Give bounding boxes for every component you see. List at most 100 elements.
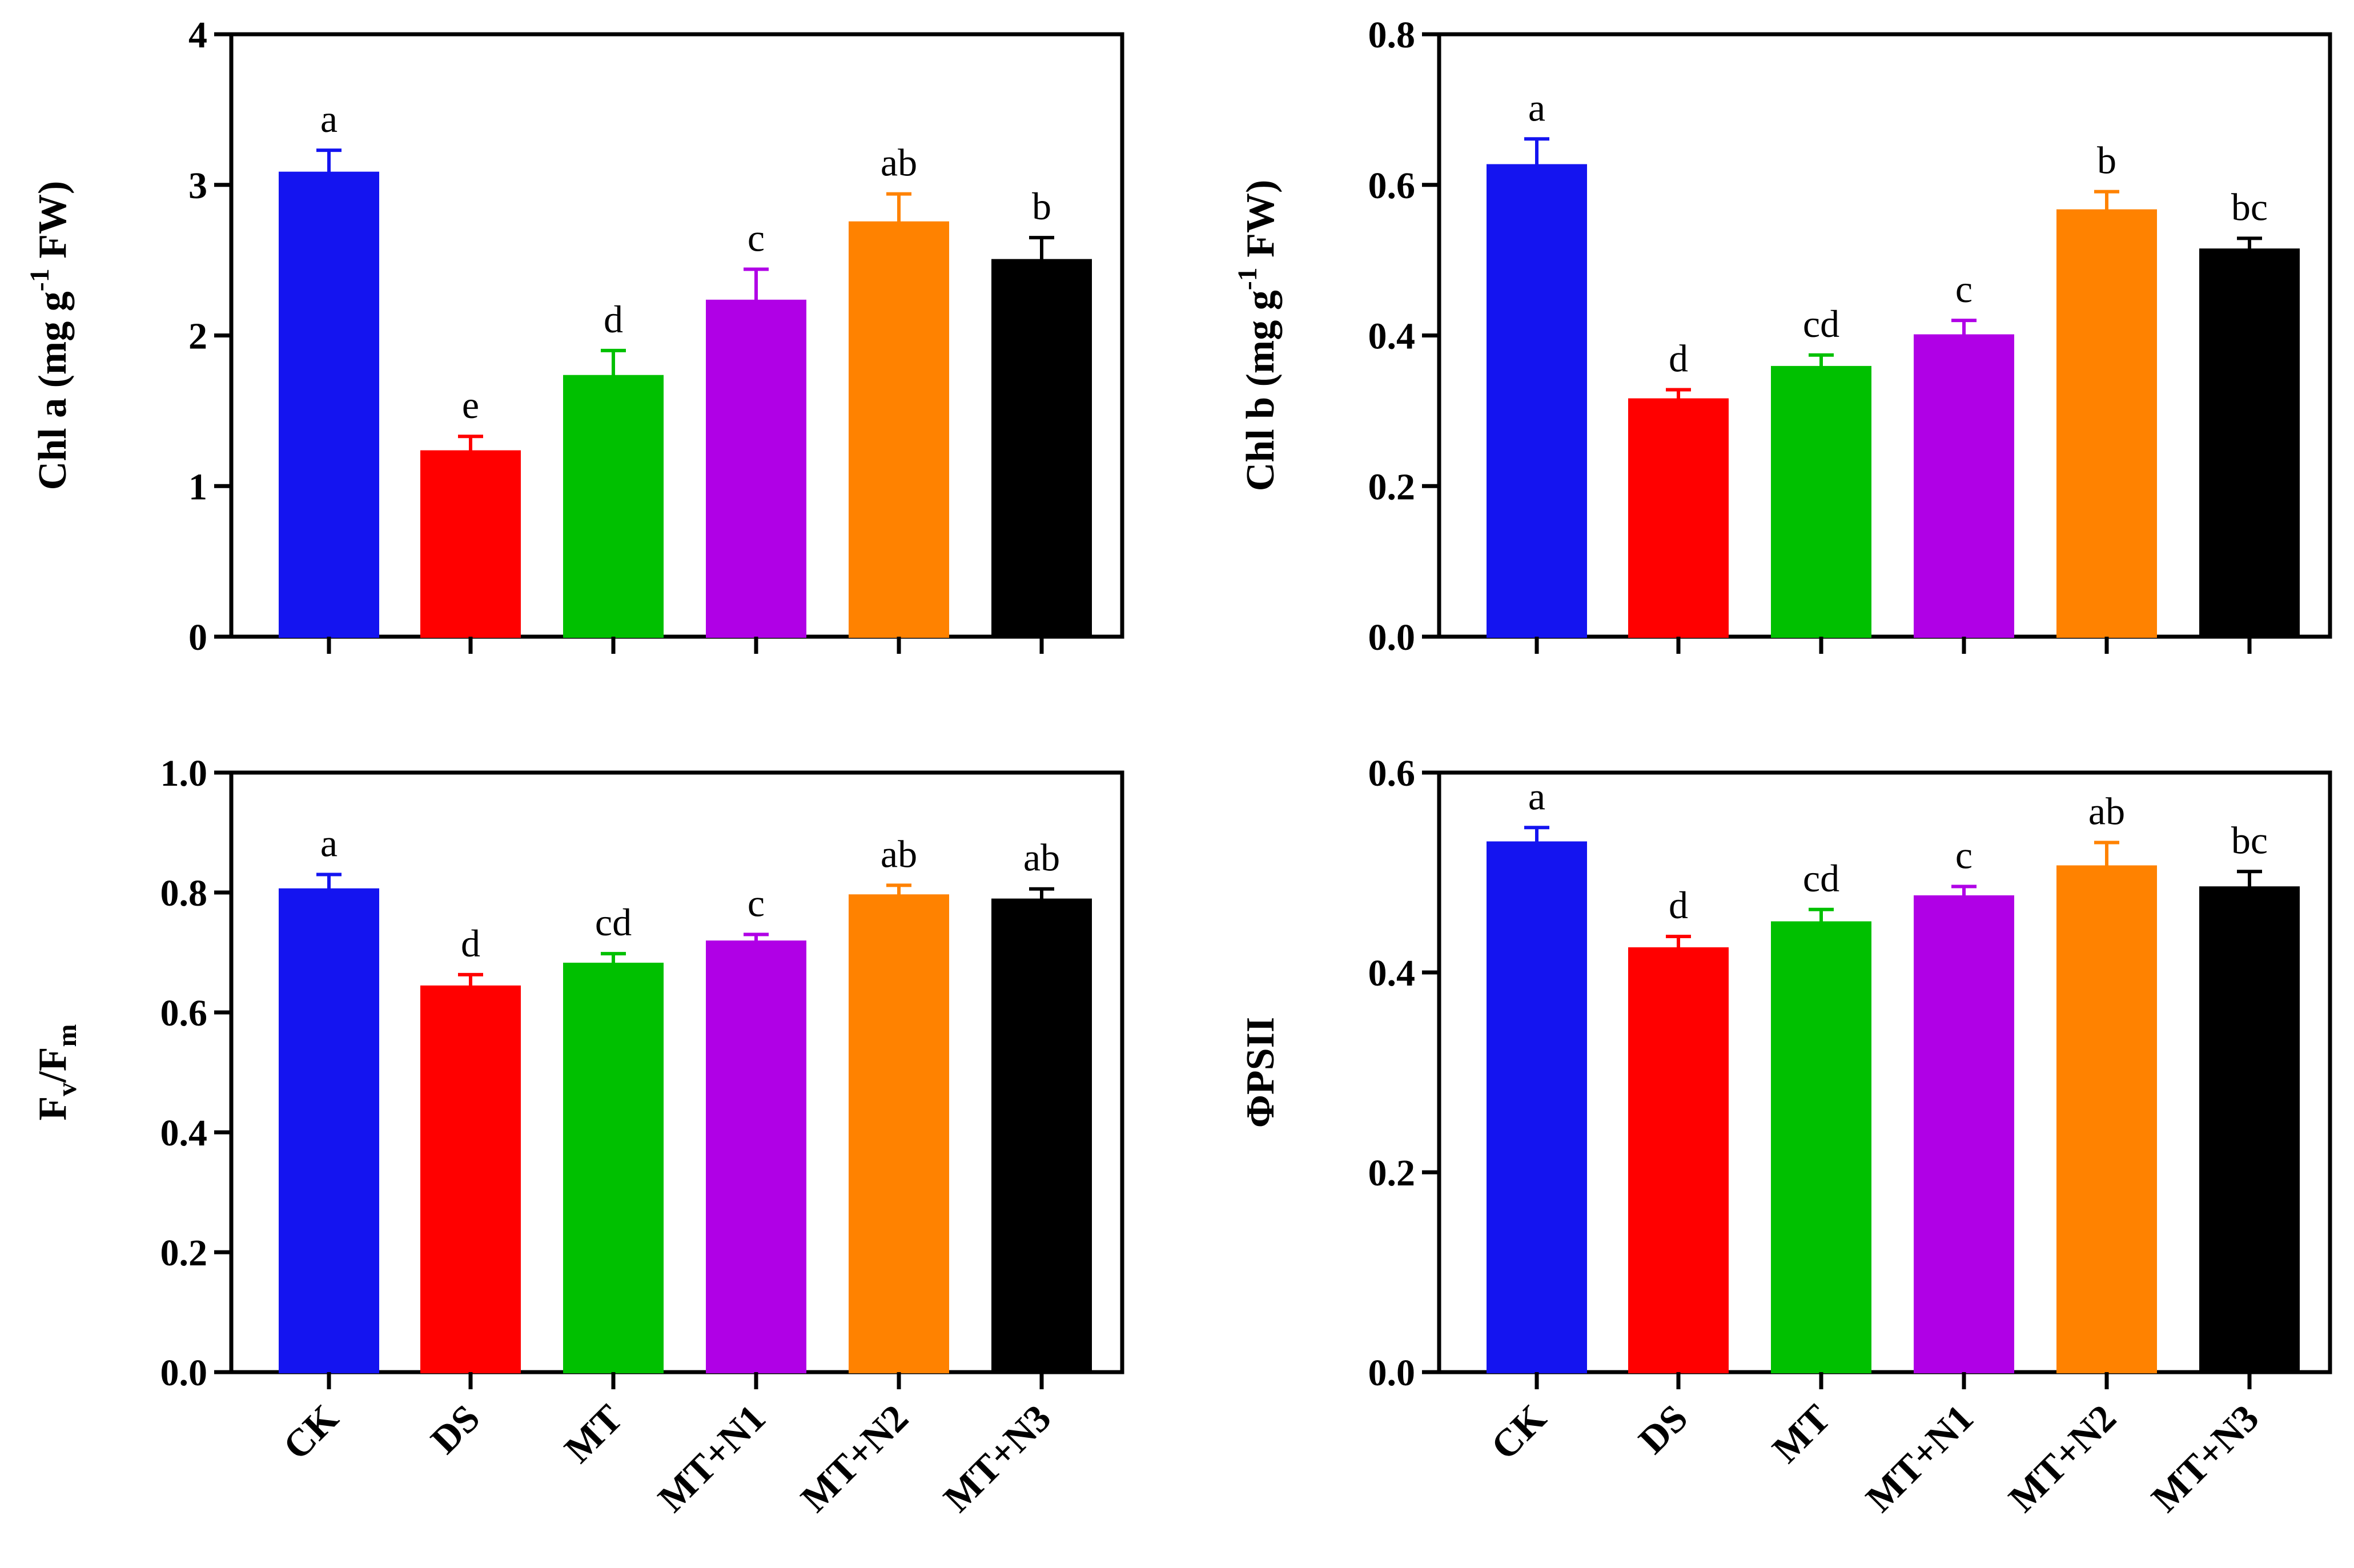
panel-phi-psii: 0.0 0.2 0.4 0.6 ΦPSII a CK d DS cd MT c MT+N1 ab MT+N2… — [1239, 753, 2332, 1520]
y-axis-title-main: F — [31, 1096, 75, 1121]
x-category-label: MT+N2 — [2000, 1396, 2124, 1520]
panel-fv-fm: 0.0 0.2 0.4 0.6 0.8 1.0 Fv/Fm a CK d DS cd MT c MT+N1 a… — [31, 753, 1124, 1520]
bar-mt-n3 — [991, 259, 1092, 638]
significance-letter: d — [1669, 883, 1688, 927]
y-tick-label: 0.4 — [1368, 952, 1416, 994]
y-tick-label: 0.2 — [1368, 1152, 1416, 1194]
bar-mt — [563, 962, 664, 1373]
y-tick-label: 1.0 — [160, 753, 208, 794]
bar-mt-n3 — [991, 898, 1092, 1373]
significance-letter: cd — [595, 900, 632, 944]
bar-mt-n2 — [849, 221, 949, 638]
y-tick-label: 4 — [188, 14, 207, 56]
x-category-label: MT+N1 — [649, 1396, 773, 1520]
significance-letter: ab — [2088, 790, 2125, 833]
y-axis-title-main: Chl b (mg g — [1239, 290, 1283, 491]
y-axis-title-sub2: m — [52, 1024, 82, 1047]
y-tick-label: 0.0 — [1368, 1352, 1416, 1394]
x-category-label: MT+N3 — [935, 1396, 1059, 1520]
bar-ds — [420, 450, 521, 638]
significance-letter: cd — [1803, 857, 1839, 900]
significance-letter: ab — [881, 141, 917, 184]
y-tick-label: 0.6 — [1368, 165, 1416, 207]
y-axis-title: Chl b (mg g-1 FW) — [1232, 180, 1283, 492]
y-axis-title-sub1: v — [52, 1083, 82, 1096]
y-tick-label: 2 — [188, 316, 207, 357]
bar-mt-n2 — [2056, 209, 2157, 638]
significance-letter: cd — [1803, 302, 1839, 345]
x-category-label: DS — [422, 1396, 488, 1462]
y-axis-title: ΦPSII — [1239, 1017, 1283, 1128]
y-axis-title-mid: /F — [31, 1047, 75, 1083]
significance-letter: bc — [2231, 818, 2268, 862]
y-axis-title-tail: FW) — [31, 181, 75, 269]
plot-frame — [229, 770, 1124, 1374]
y-tick-label: 0.4 — [160, 1112, 208, 1154]
bar-mt-n3 — [2199, 886, 2300, 1373]
bar-mt-n1 — [1914, 334, 2014, 638]
y-tick-label: 0.2 — [160, 1232, 208, 1274]
y-tick-label: 0.0 — [1368, 617, 1416, 658]
y-axis-title: Chl a (mg g-1 FW) — [25, 181, 75, 490]
significance-letter: ab — [881, 832, 917, 875]
significance-letter: c — [748, 216, 765, 259]
significance-letter: a — [1528, 86, 1545, 129]
y-axis-title-tail: FW) — [1239, 180, 1283, 268]
bar-mt-n1 — [706, 299, 806, 638]
y-tick-label: 0.6 — [1368, 753, 1416, 794]
y-axis-title: Fv/Fm — [31, 1024, 82, 1121]
x-category-label: CK — [275, 1396, 347, 1468]
significance-letter: ab — [1023, 836, 1060, 879]
significance-letter: d — [604, 297, 623, 341]
bar-mt — [1771, 365, 1871, 638]
significance-letter: e — [462, 383, 479, 427]
y-tick-label: 0.4 — [1368, 316, 1416, 357]
x-category-label: MT+N1 — [1857, 1396, 1981, 1520]
y-tick-label: 0 — [188, 617, 207, 658]
bar-ck — [279, 171, 379, 638]
x-category-label: CK — [1483, 1396, 1554, 1468]
bar-ck — [1487, 841, 1587, 1373]
x-category-label: MT — [556, 1396, 630, 1471]
bar-mt — [1771, 921, 1871, 1373]
x-category-label: MT — [1764, 1396, 1838, 1471]
significance-letter: bc — [2231, 185, 2268, 228]
y-tick-label: 3 — [188, 165, 207, 207]
bar-ck — [1487, 164, 1587, 638]
bar-ds — [1628, 947, 1729, 1373]
significance-letter: c — [1955, 267, 1973, 311]
y-tick-label: 0.8 — [160, 873, 208, 914]
y-axis-title-sup: -1 — [25, 268, 55, 291]
plot-frame — [1437, 770, 2332, 1374]
bar-mt-n1 — [1914, 895, 2014, 1373]
y-tick-label: 0.8 — [1368, 14, 1416, 56]
significance-letter: d — [1669, 336, 1688, 380]
significance-letter: d — [461, 922, 480, 965]
y-tick-label: 0.0 — [160, 1352, 208, 1394]
bar-ds — [420, 985, 521, 1373]
significance-letter: a — [320, 822, 338, 865]
bar-ds — [1628, 398, 1729, 638]
bar-mt-n2 — [2056, 865, 2157, 1373]
y-axis-title-main: Chl a (mg g — [31, 291, 75, 490]
significance-letter: b — [2097, 139, 2116, 182]
x-category-label: DS — [1630, 1396, 1696, 1462]
y-tick-label: 0.6 — [160, 992, 208, 1034]
significance-letter: a — [1528, 774, 1545, 818]
x-category-label: MT+N3 — [2143, 1396, 2267, 1520]
bar-ck — [279, 888, 379, 1373]
y-tick-label: 1 — [188, 466, 207, 508]
y-tick-label: 0.2 — [1368, 466, 1416, 508]
y-axis-title-sup: -1 — [1232, 267, 1263, 290]
bar-mt-n2 — [849, 894, 949, 1373]
panel-chl-b: 0.0 0.2 0.4 0.6 0.8 Chl b (mg g-1 FW) a d cd c b bc — [1232, 14, 2332, 658]
significance-letter: c — [748, 882, 765, 925]
y-axis-title-main: ΦPSII — [1239, 1017, 1283, 1128]
bar-mt-n1 — [706, 940, 806, 1373]
bar-mt-n3 — [2199, 248, 2300, 638]
panel-chl-a: 0 1 2 3 4 Chl a (mg g-1 FW) a e d c ab b — [25, 14, 1124, 658]
significance-letter: b — [1032, 184, 1051, 228]
x-category-label: MT+N2 — [792, 1396, 916, 1520]
significance-letter: c — [1955, 834, 1973, 877]
